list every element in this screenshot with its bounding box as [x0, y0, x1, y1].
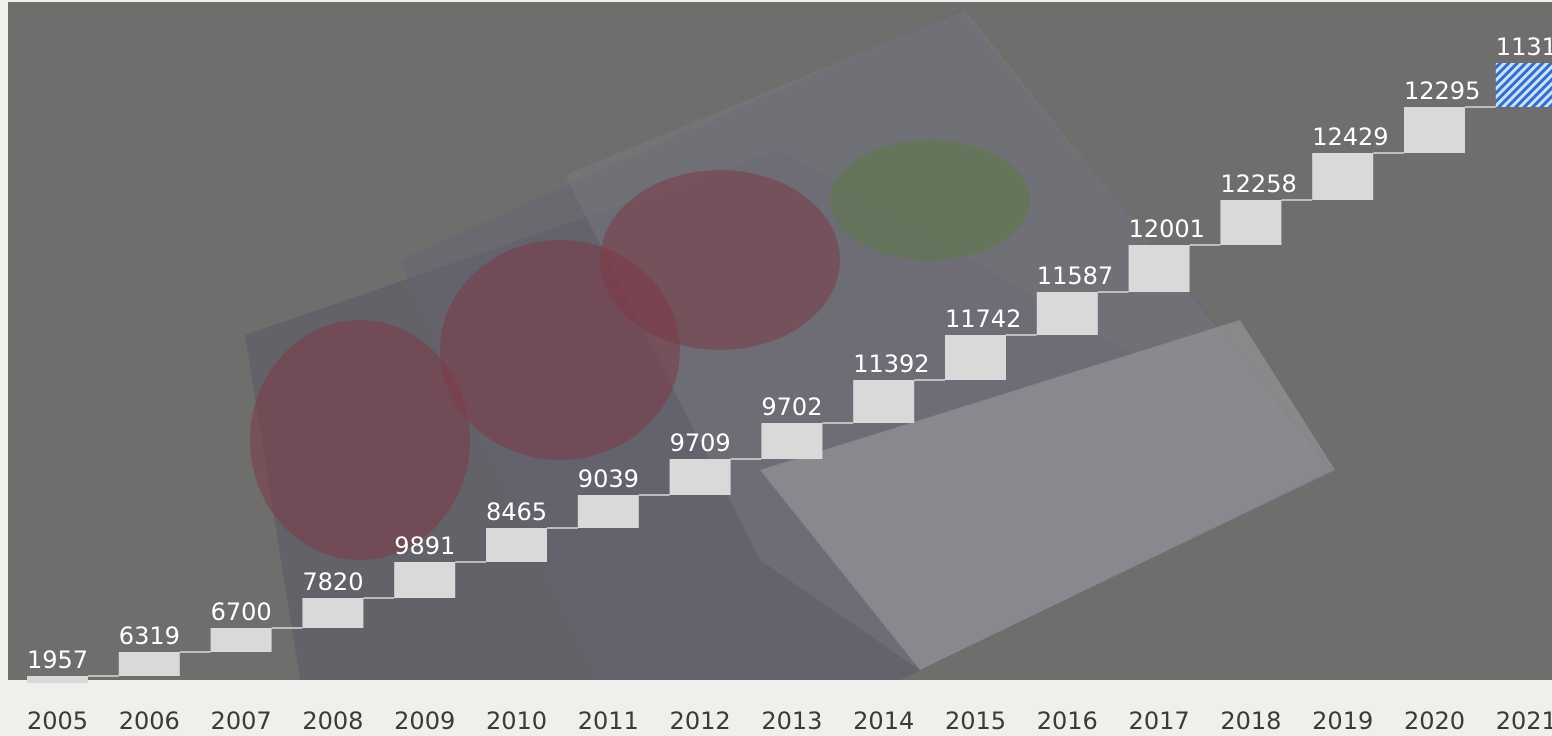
step-block [853, 380, 915, 423]
step-block [210, 628, 272, 652]
step-block [302, 598, 364, 628]
year-label: 2018 [1220, 707, 1281, 735]
step-block [1036, 292, 1098, 335]
background-photo [8, 2, 1552, 680]
step-block [577, 495, 639, 528]
step-value: 12295 [1404, 77, 1480, 105]
year-label: 2011 [578, 707, 639, 735]
year-label: 2009 [394, 707, 455, 735]
step-block [1128, 245, 1190, 292]
step-block [27, 676, 88, 683]
year-label: 2013 [761, 707, 822, 735]
step-value: 6700 [211, 598, 272, 626]
step-value: 9702 [761, 393, 822, 421]
year-label: 2012 [670, 707, 731, 735]
step-value: 7820 [302, 568, 363, 596]
step-value: 12258 [1220, 170, 1296, 198]
step-value: 9039 [578, 465, 639, 493]
year-label: 2017 [1129, 707, 1190, 735]
year-label: 2016 [1037, 707, 1098, 735]
step-value: 11742 [945, 305, 1021, 333]
year-label: 2005 [27, 707, 88, 735]
step-block [1220, 200, 1282, 245]
year-label: 2010 [486, 707, 547, 735]
year-label: 2007 [211, 707, 272, 735]
step-value: 6319 [119, 622, 180, 650]
step-block [118, 652, 180, 676]
step-block [1495, 63, 1552, 107]
step-value: 1957 [27, 646, 88, 674]
step-value: 12001 [1129, 215, 1205, 243]
year-label: 2015 [945, 707, 1006, 735]
step-value: 8465 [486, 498, 547, 526]
steps: 1957 2005 6319 2006 6700 2007 7820 2008 9891 2009… [27, 33, 1552, 735]
step-block [669, 459, 731, 495]
step-block [945, 335, 1006, 380]
step-value: 12429 [1312, 123, 1388, 151]
year-label: 2014 [853, 707, 914, 735]
step-value: 9709 [670, 429, 731, 457]
year-label: 2021 [1496, 707, 1552, 735]
step-value: 11392 [853, 350, 929, 378]
year-label: 2019 [1312, 707, 1373, 735]
year-label: 2020 [1404, 707, 1465, 735]
step-block [1404, 107, 1465, 153]
step-block [394, 562, 456, 598]
step-block [761, 423, 823, 459]
year-label: 2006 [119, 707, 180, 735]
step-block [486, 528, 547, 562]
year-label: 2008 [302, 707, 363, 735]
step-block [1312, 153, 1374, 200]
step-value: 11587 [1037, 262, 1113, 290]
step-value: 9891 [394, 532, 455, 560]
